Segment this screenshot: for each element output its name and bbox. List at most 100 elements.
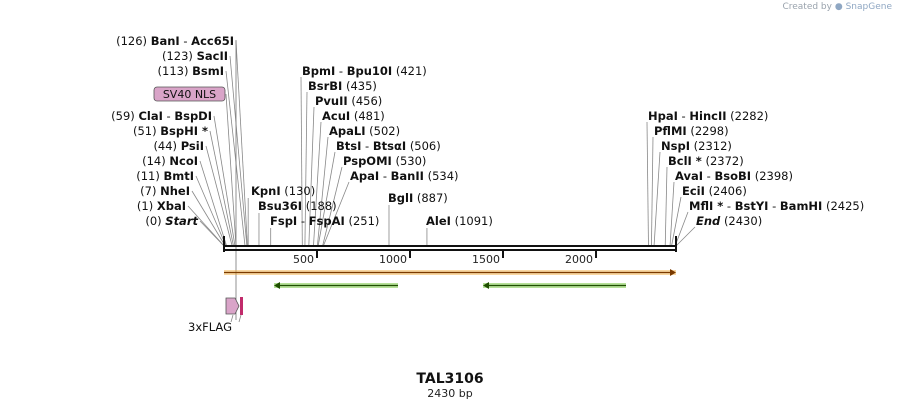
site-name: BtsαI	[373, 139, 406, 153]
leader-line	[235, 40, 248, 247]
site-position: (0)	[145, 214, 161, 228]
leader-lines	[187, 40, 696, 323]
leader-line	[671, 196, 682, 247]
ruler: 500 1000 1500 2000	[293, 250, 598, 266]
site-name: BspDI	[174, 109, 212, 123]
site-label-start: (0) Start	[145, 214, 198, 228]
site-position: (2298)	[690, 124, 728, 138]
site-name: Acc65I	[191, 34, 234, 48]
site-position: (2430)	[724, 214, 762, 228]
site-position: (530)	[395, 154, 426, 168]
leader-line	[316, 136, 329, 247]
site-label-pvuii: PvuII (456)	[315, 94, 382, 108]
site-label-sacii: (123) SacII	[162, 49, 228, 63]
site-label-clai-bspdi: (59) ClaI - BspDI	[111, 109, 212, 123]
site-position: (51)	[133, 124, 157, 138]
leader-line	[199, 160, 227, 247]
site-label-mfli-bstyi-bamhi: MflI * - BstYI - BamHI (2425)	[689, 199, 864, 213]
site-name: HincII	[689, 109, 726, 123]
site-name: EciI	[682, 184, 705, 198]
site-name: Start	[165, 214, 198, 228]
site-name: BspHI *	[160, 124, 208, 138]
site-name: PvuII	[315, 94, 348, 108]
credit-brand: SnapGene	[845, 2, 892, 12]
site-name: MflI *	[689, 199, 723, 213]
site-name: SacII	[197, 49, 228, 63]
site-name: HpaI	[648, 109, 678, 123]
leader-line	[664, 166, 668, 247]
leader-line	[187, 205, 225, 247]
site-position: (14)	[142, 154, 166, 168]
site-name: ApaI	[350, 169, 379, 183]
site-name: KpnI	[251, 184, 281, 198]
leader-line	[675, 226, 696, 247]
leader-line	[304, 91, 308, 247]
site-label-bpmi-bpu10i: BpmI - Bpu10I (421)	[302, 64, 427, 78]
site-label-end: End (2430)	[696, 214, 762, 228]
site-position: (435)	[346, 79, 377, 93]
green-feature-arrowhead-icon	[274, 282, 280, 289]
leader-line	[669, 181, 675, 247]
site-name: XbaI	[157, 199, 186, 213]
leader-line	[229, 55, 248, 247]
leader-line	[225, 93, 237, 247]
site-name: BsrBI	[308, 79, 342, 93]
site-label-bmti: (11) BmtI	[136, 169, 194, 183]
site-name: Bsu36I	[258, 199, 302, 213]
site-label-acui: AcuI (481)	[322, 109, 385, 123]
site-position: (126)	[116, 34, 147, 48]
feature-3xflag: 3xFLAG	[188, 297, 243, 334]
site-position: (2398)	[755, 169, 793, 183]
site-label-nspi: NspI (2312)	[661, 139, 732, 153]
site-position: (188)	[306, 199, 337, 213]
site-position: (130)	[284, 184, 315, 198]
site-position: (421)	[396, 64, 427, 78]
site-position: (59)	[111, 109, 135, 123]
orange-feature-arrowhead-icon	[670, 269, 676, 276]
site-name: PsiI	[181, 139, 204, 153]
leader-line	[322, 166, 343, 247]
pink-label-box-icon	[153, 86, 226, 102]
leader-line	[317, 151, 336, 247]
ruler-tick-label: 2000	[565, 253, 593, 266]
map-length: 2430 bp	[427, 387, 472, 400]
site-position: (123)	[162, 49, 193, 63]
leader-line	[322, 181, 350, 247]
leader-line	[191, 190, 226, 247]
site-label-bani-acc65i: (126) BanI - Acc65I	[116, 34, 234, 48]
site-label-bsmi: (113) BsmI	[158, 64, 224, 78]
site-label-psii: (44) PsiI	[153, 139, 204, 153]
site-position: (251)	[348, 214, 379, 228]
site-name: ClaI	[138, 109, 162, 123]
feature-marker	[240, 297, 243, 315]
site-name: PflMI	[654, 124, 687, 138]
feature-name: SV40 NLS	[163, 88, 216, 101]
ruler-tick-label: 500	[293, 253, 314, 266]
site-position: (2282)	[730, 109, 768, 123]
pink-arrow-icon	[225, 297, 240, 315]
site-name: NspI	[661, 139, 690, 153]
site-position: (502)	[369, 124, 400, 138]
site-name: NcoI	[169, 154, 198, 168]
site-name: BtsI	[336, 139, 361, 153]
leader-line	[230, 314, 234, 323]
leader-line	[674, 211, 689, 247]
site-labels: (126) BanI - Acc65I(123) SacII(113) BsmI…	[111, 34, 864, 228]
site-name: AcuI	[322, 109, 350, 123]
site-name: FspI	[270, 214, 297, 228]
site-label-pspomi: PspOMI (530)	[343, 154, 426, 168]
site-label-ecii: EciI (2406)	[682, 184, 747, 198]
credit-created-by: Created by	[782, 2, 832, 12]
site-position: (7)	[140, 184, 156, 198]
leader-line	[653, 151, 661, 247]
site-position: (1)	[137, 199, 153, 213]
site-name: NheI	[160, 184, 190, 198]
site-position: (2372)	[705, 154, 743, 168]
map-name: TAL3106	[416, 371, 483, 387]
site-position: (2312)	[694, 139, 732, 153]
site-label-bgli: BglI (887)	[388, 191, 448, 205]
feature-name: 3xFLAG	[188, 320, 232, 334]
site-name: FspAI	[309, 214, 345, 228]
site-position: (1091)	[455, 214, 493, 228]
site-label-bcli: BclI * (2372)	[668, 154, 744, 168]
